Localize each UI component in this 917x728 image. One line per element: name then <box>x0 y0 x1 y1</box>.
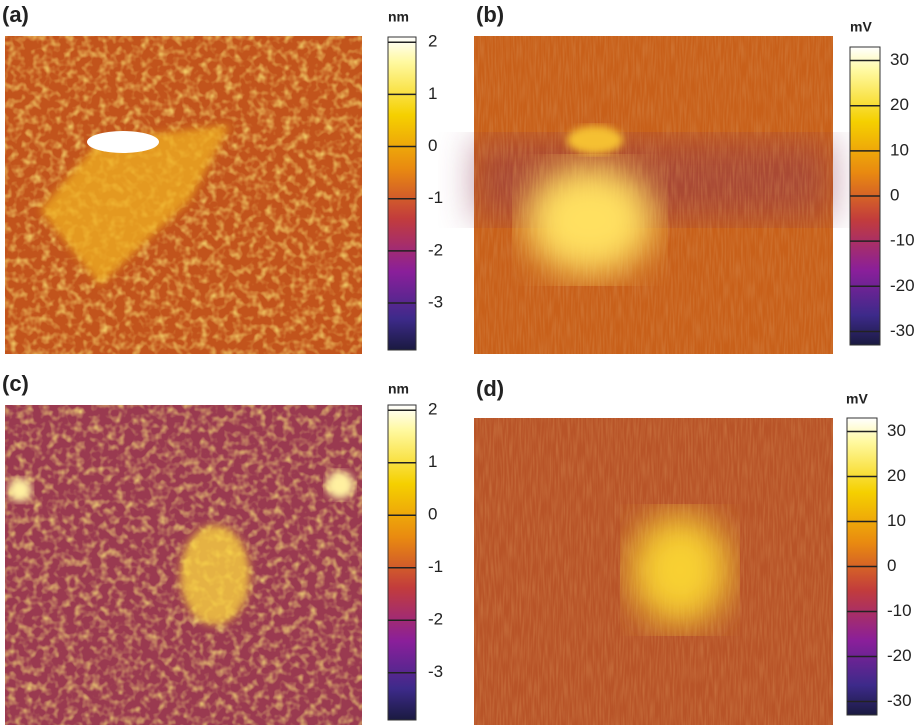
colorbar-tick-label: 30 <box>890 50 909 69</box>
colorbar-tick-label: 30 <box>887 421 906 440</box>
colorbar-tick-label: -10 <box>887 601 912 620</box>
colorbar-tick-label: -30 <box>890 321 915 340</box>
colorbar-tick-label: -2 <box>428 240 443 259</box>
panel-label: (d) <box>476 376 504 401</box>
colorbar-tick-label: 0 <box>428 136 437 155</box>
colorbar-tick-label: -3 <box>428 662 443 681</box>
panel-label: (b) <box>476 2 504 27</box>
colorbar-unit: mV <box>846 391 868 407</box>
panel-label: (c) <box>2 371 29 396</box>
colorbar-tick-label: 0 <box>890 185 899 204</box>
colorbar-tick-label: -30 <box>887 691 912 710</box>
colorbar-tick-label: -3 <box>428 293 443 312</box>
colorbar-tick-label: -1 <box>428 188 443 207</box>
panel-label: (a) <box>2 2 29 27</box>
colorbar-tick-label: -1 <box>428 557 443 576</box>
colorbar-tick-label: 20 <box>890 95 909 114</box>
colorbar-tick-label: 10 <box>887 511 906 530</box>
colorbar-tick-label: -20 <box>887 646 912 665</box>
image-b <box>474 36 833 354</box>
colorbar-unit: mV <box>850 19 872 35</box>
colorbar-tick-label: 0 <box>428 505 437 524</box>
colorbar-tick-label: 2 <box>428 400 437 419</box>
colorbar-tick-label: 0 <box>887 556 896 575</box>
colorbar-unit: nm <box>388 9 409 25</box>
image-a <box>5 36 362 354</box>
colorbar-tick-label: 20 <box>887 466 906 485</box>
colorbar-unit: nm <box>388 381 409 397</box>
colorbar <box>387 404 417 721</box>
colorbar-tick-label: 10 <box>890 140 909 159</box>
colorbar-tick-label: 1 <box>428 452 437 471</box>
colorbar-tick-label: -2 <box>428 610 443 629</box>
image-d <box>474 418 833 725</box>
colorbar-tick-label: -20 <box>890 276 915 295</box>
colorbar <box>387 36 417 351</box>
colorbar-tick-label: 2 <box>428 32 437 51</box>
colorbar-tick-label: 1 <box>428 84 437 103</box>
image-c <box>5 405 362 725</box>
colorbar-tick-label: -10 <box>890 231 915 250</box>
